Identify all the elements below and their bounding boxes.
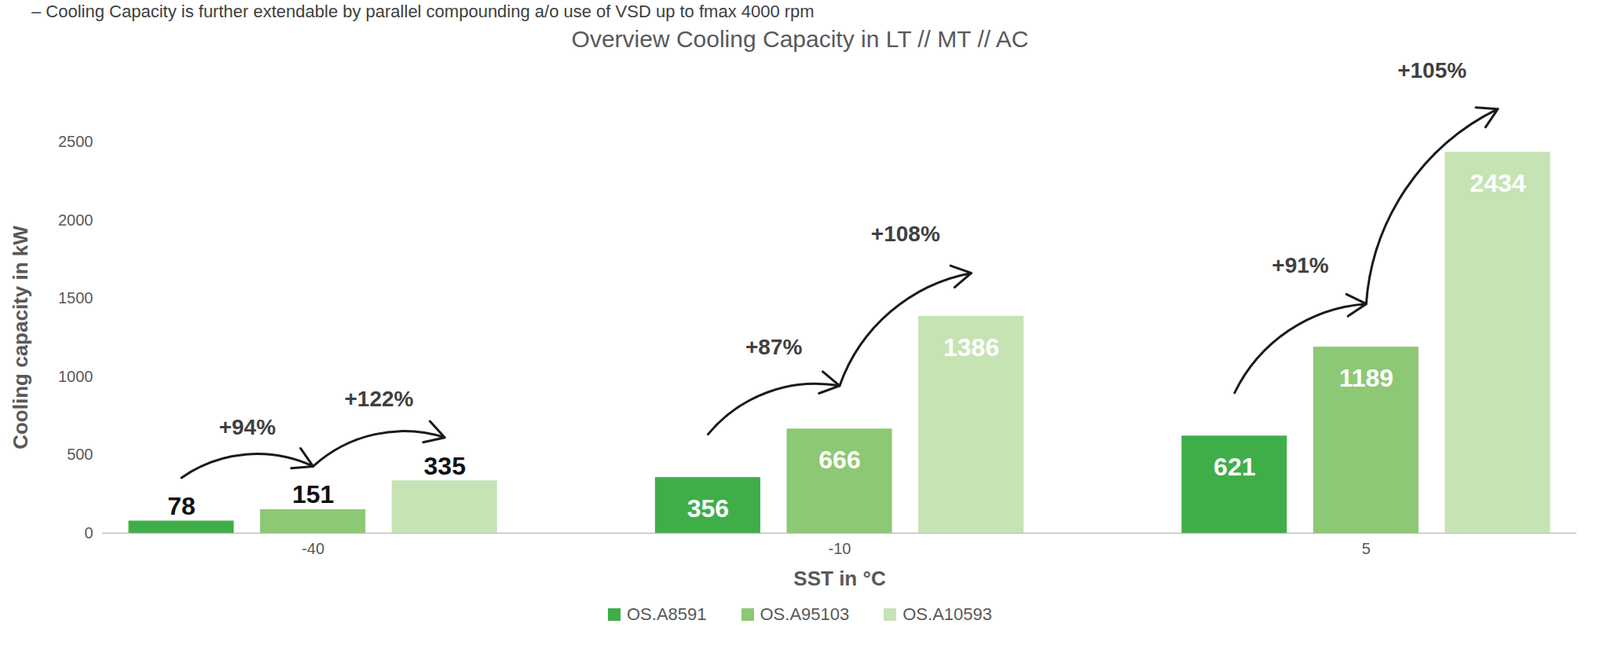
- svg-text:-10: -10: [828, 539, 852, 557]
- svg-text:+91%: +91%: [1271, 252, 1329, 278]
- svg-text:0: 0: [84, 523, 93, 542]
- html-text:OS.A10593: OS.A10593: [902, 604, 993, 624]
- svg-text:+94%: +94%: [219, 414, 276, 440]
- html-text:OS.A95103: OS.A95103: [759, 604, 850, 624]
- svg-text:621: 621: [1213, 452, 1256, 481]
- svg-text:666: 666: [818, 445, 861, 474]
- svg-text:1189: 1189: [1339, 363, 1394, 392]
- svg-text:-40: -40: [301, 539, 325, 557]
- svg-text:335: 335: [424, 451, 466, 480]
- svg-text:1500: 1500: [58, 289, 94, 307]
- svg-text:+87%: +87%: [745, 334, 802, 359]
- html-text:– Cooling Capacity is further: – Cooling Capacity is further extendable…: [31, 1, 815, 22]
- svg-text:+105%: +105%: [1397, 58, 1467, 83]
- svg-text:500: 500: [66, 445, 93, 463]
- svg-text:+122%: +122%: [344, 386, 414, 411]
- svg-text:2000: 2000: [58, 211, 94, 229]
- svg-text:356: 356: [687, 494, 729, 523]
- svg-text:1000: 1000: [58, 367, 94, 385]
- svg-text:151: 151: [292, 479, 334, 509]
- svg-text:Cooling capacity in kW: Cooling capacity in kW: [8, 225, 33, 450]
- svg-text:5: 5: [1362, 539, 1371, 557]
- svg-text:2434: 2434: [1469, 168, 1526, 198]
- html-text:Overview Cooling Capacity in L: Overview Cooling Capacity in LT // MT //…: [571, 25, 1029, 52]
- svg-text:+108%: +108%: [871, 221, 941, 246]
- html-text:OS.A8591: OS.A8591: [626, 604, 707, 624]
- svg-text:2500: 2500: [58, 132, 94, 151]
- svg-text:78: 78: [167, 491, 196, 520]
- svg-text:1386: 1386: [943, 333, 1000, 362]
- svg-text:SST in °C: SST in °C: [793, 566, 887, 590]
